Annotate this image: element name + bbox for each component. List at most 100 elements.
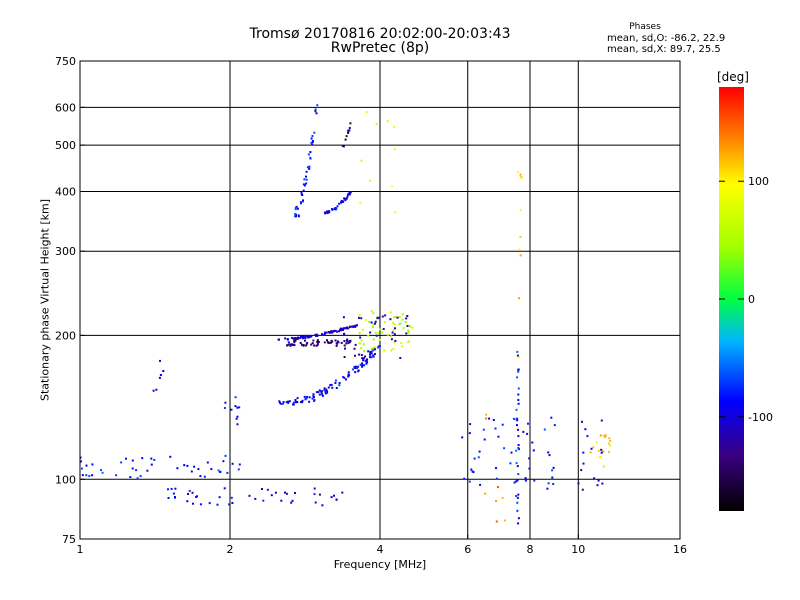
echo-point: [372, 355, 375, 358]
echo-point: [311, 140, 314, 142]
echo-point: [519, 173, 522, 176]
echo-point: [516, 501, 519, 504]
echo-point: [518, 248, 521, 251]
echo-point: [336, 340, 339, 343]
echo-point: [366, 358, 368, 361]
echo-point: [308, 396, 311, 399]
echo-point: [340, 341, 343, 344]
echo-point: [470, 468, 473, 471]
phase-stats-heading: Phases: [629, 22, 661, 32]
echo-point: [327, 341, 330, 344]
echo-point: [284, 491, 286, 494]
echo-point: [290, 336, 293, 339]
echo-point: [295, 338, 298, 340]
echo-point: [590, 447, 593, 450]
echo-point: [287, 401, 290, 404]
echo-point: [224, 401, 227, 404]
echo-point: [404, 321, 407, 323]
echo-point: [187, 493, 189, 495]
echo-point: [390, 338, 393, 341]
echo-point: [326, 210, 329, 213]
echo-point: [354, 354, 356, 357]
echo-point: [328, 341, 331, 344]
echo-point: [517, 387, 520, 390]
echo-point: [361, 364, 364, 367]
echo-point: [386, 333, 389, 336]
echo-point: [515, 408, 518, 411]
echo-point: [280, 499, 283, 502]
echo-point: [162, 370, 165, 372]
echo-point: [407, 341, 409, 344]
echo-point: [324, 390, 327, 393]
echo-point: [550, 416, 553, 419]
echo-point: [503, 519, 506, 522]
echo-point: [342, 316, 345, 319]
echo-point: [167, 488, 169, 491]
echo-point: [282, 401, 285, 404]
echo-point: [293, 344, 296, 347]
echo-point: [377, 331, 380, 334]
echo-point: [517, 444, 520, 446]
echo-point: [304, 339, 306, 342]
echo-point: [331, 386, 334, 389]
echo-point: [307, 153, 310, 156]
echo-point: [517, 399, 520, 401]
echo-point: [371, 347, 374, 350]
echo-point: [503, 447, 506, 450]
echo-point: [359, 342, 362, 345]
echo-point: [312, 339, 315, 342]
echo-point: [305, 334, 308, 337]
echo-point: [609, 440, 612, 442]
echo-point: [589, 451, 592, 454]
echo-point: [238, 406, 241, 409]
phase-stat-x: mean, sd,X: 89.7, 25.5: [607, 44, 721, 55]
echo-point: [289, 344, 292, 347]
echo-point: [279, 401, 281, 404]
echo-point: [321, 393, 324, 396]
echo-point: [513, 481, 516, 484]
echo-point: [226, 471, 229, 474]
echo-point: [338, 202, 341, 205]
echo-point: [296, 397, 299, 400]
x-tick-label: 6: [464, 543, 471, 556]
echo-point: [517, 370, 520, 373]
chart-title-line2: RwPretec (8p): [330, 40, 430, 56]
y-tick-label: 300: [55, 245, 76, 258]
echo-point: [294, 212, 297, 215]
echo-point: [608, 450, 610, 453]
echo-point: [341, 328, 344, 331]
echo-point: [316, 342, 319, 345]
echo-point: [517, 493, 520, 496]
echo-point: [324, 212, 327, 215]
echo-point: [368, 320, 371, 323]
echo-point: [370, 356, 373, 359]
echo-point: [483, 438, 486, 441]
echo-point: [392, 347, 395, 350]
echo-point: [340, 328, 343, 331]
echo-point: [333, 207, 336, 210]
echo-point: [306, 342, 309, 344]
echo-point: [199, 475, 202, 478]
echo-point: [400, 342, 403, 345]
echo-point: [313, 487, 316, 490]
echo-point: [515, 449, 518, 452]
echo-point: [547, 482, 550, 485]
echo-point: [129, 476, 132, 479]
echo-point: [516, 354, 519, 357]
echo-point: [345, 135, 348, 138]
x-tick-label: 1: [77, 543, 84, 556]
echo-point: [131, 467, 134, 470]
echo-point: [294, 208, 297, 211]
echo-point: [600, 419, 603, 422]
echo-point: [217, 469, 220, 472]
echo-point: [297, 215, 300, 218]
echo-point: [308, 167, 311, 170]
echo-point: [311, 342, 314, 345]
echo-point: [401, 318, 404, 321]
echo-point: [552, 483, 555, 485]
echo-point: [373, 346, 376, 349]
echo-point: [577, 482, 580, 485]
echo-point: [517, 522, 520, 525]
echo-point: [517, 446, 520, 449]
echo-point: [150, 457, 153, 460]
